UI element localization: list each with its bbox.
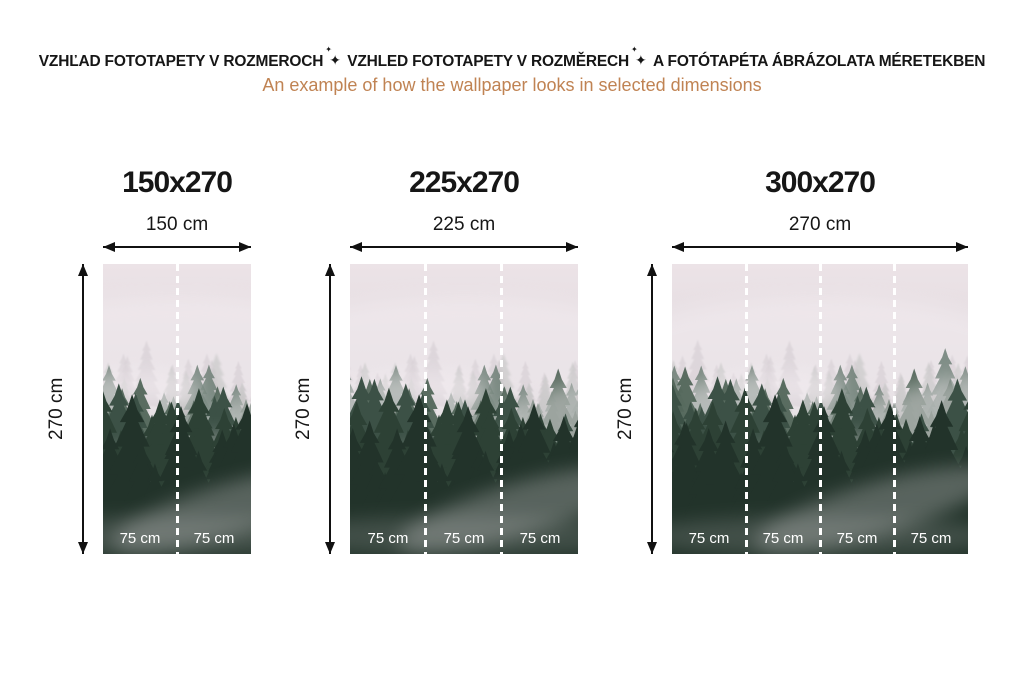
header: VZHĽAD FOTOTAPETY V ROZMEROCH ✦ ✦ VZHLED FO… bbox=[0, 0, 1024, 96]
title-part-slovak: VZHĽAD FOTOTAPETY V ROZMEROCH bbox=[38, 53, 324, 70]
sparkle-small-star: ✦ bbox=[631, 45, 638, 54]
panel-divider bbox=[744, 264, 748, 554]
dimension-panel-150x270: 150x270 150 cm 270 cm 75 cm 75 cm bbox=[46, 166, 251, 560]
sparkle-big-star: ✦ bbox=[329, 53, 341, 69]
wallpaper-preview-image: 75 cm 75 cm 75 cm 75 cm bbox=[672, 264, 968, 554]
segment-width-label: 75 cm bbox=[762, 530, 804, 547]
sparkle-big-star: ✦ bbox=[635, 53, 647, 69]
width-arrow bbox=[672, 242, 968, 252]
page-title: VZHĽAD FOTOTAPETY V ROZMEROCH ✦ ✦ VZHLED FO… bbox=[0, 0, 1024, 71]
wallpaper-preview-image: 75 cm 75 cm 75 cm bbox=[350, 264, 578, 554]
panel-divider bbox=[424, 264, 428, 554]
width-dimension-label: 150 cm bbox=[145, 214, 209, 235]
width-arrow bbox=[350, 242, 578, 252]
segment-width-label: 75 cm bbox=[836, 530, 878, 547]
height-arrow bbox=[325, 264, 335, 554]
width-dimension-label: 225 cm bbox=[432, 214, 496, 235]
panel-title: 225x270 bbox=[409, 166, 520, 199]
panel-divider bbox=[818, 264, 822, 554]
panel-divider bbox=[500, 264, 504, 554]
title-part-hungarian: A FOTÓTAPÉTA ÁBRÁZOLATA MÉRETEKBEN bbox=[653, 53, 986, 70]
sparkle-small-star: ✦ bbox=[325, 45, 332, 54]
height-dimension-label: 270 cm bbox=[293, 377, 314, 441]
height-dimension-label: 270 cm bbox=[615, 377, 636, 441]
segment-width-label: 75 cm bbox=[688, 530, 730, 547]
segment-width-label: 75 cm bbox=[367, 530, 409, 547]
width-arrow bbox=[103, 242, 251, 252]
panel-divider bbox=[175, 264, 179, 554]
segment-width-label: 75 cm bbox=[193, 530, 235, 547]
height-arrow bbox=[647, 264, 657, 554]
segment-width-label: 75 cm bbox=[519, 530, 561, 547]
sparkle-icon: ✦ ✦ bbox=[325, 46, 345, 71]
panel-divider bbox=[892, 264, 896, 554]
wallpaper-preview-image: 75 cm 75 cm bbox=[103, 264, 251, 554]
segment-width-label: 75 cm bbox=[443, 530, 485, 547]
dimension-panel-300x270: 300x270 270 cm 270 cm 75 cm 75 cm 75 cm 75 … bbox=[615, 166, 968, 560]
width-dimension-label: 270 cm bbox=[788, 214, 852, 235]
page-subtitle: An example of how the wallpaper looks in… bbox=[262, 75, 762, 96]
height-arrow bbox=[78, 264, 88, 554]
segment-width-label: 75 cm bbox=[119, 530, 161, 547]
sparkle-icon: ✦ ✦ bbox=[631, 46, 651, 71]
height-dimension-label: 270 cm bbox=[46, 377, 67, 441]
segment-width-label: 75 cm bbox=[910, 530, 952, 547]
title-part-czech: VZHLED FOTOTAPETY V ROZMĚRECH bbox=[347, 53, 630, 70]
panel-title: 150x270 bbox=[122, 166, 233, 199]
dimension-panel-225x270: 225x270 225 cm 270 cm 75 cm 75 cm 75 cm bbox=[293, 166, 578, 560]
panel-title: 300x270 bbox=[765, 166, 876, 199]
